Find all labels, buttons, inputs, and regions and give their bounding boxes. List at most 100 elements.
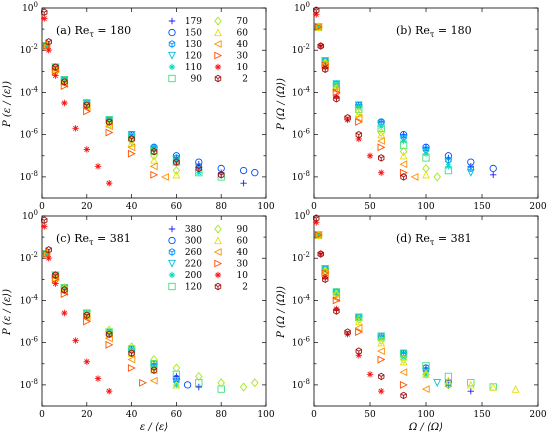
data-point bbox=[399, 355, 408, 365]
data-point bbox=[444, 376, 453, 385]
series-30 bbox=[42, 42, 159, 179]
data-point-inner bbox=[151, 368, 157, 374]
data-point bbox=[489, 382, 498, 391]
data-point bbox=[72, 125, 79, 132]
data-point bbox=[322, 274, 329, 281]
legend-label: 70 bbox=[237, 17, 249, 27]
legend-label: 60 bbox=[237, 237, 249, 247]
data-point bbox=[239, 166, 248, 175]
data-point bbox=[377, 338, 386, 347]
data-point bbox=[378, 123, 385, 130]
y-tick-label: 10-8 bbox=[20, 170, 38, 183]
y-tick-label: 100 bbox=[22, 1, 38, 14]
y-tick-label: 10-4 bbox=[20, 85, 39, 98]
data-point bbox=[378, 335, 385, 342]
chart-marks: 0 20 40 60 80 10010010-210-410-610-8179150130… bbox=[20, 1, 547, 420]
x-tick-label: 40 bbox=[126, 410, 138, 420]
data-point bbox=[399, 380, 408, 389]
series-60 bbox=[42, 41, 181, 179]
legend-marker bbox=[214, 51, 223, 60]
series-179 bbox=[315, 23, 497, 178]
data-point bbox=[94, 163, 102, 170]
ylabel-a: P (ε / ⟨ε⟩) bbox=[2, 81, 13, 128]
legend-label: 10 bbox=[237, 271, 249, 281]
legend-marker bbox=[168, 51, 176, 60]
series-260 bbox=[43, 250, 180, 385]
data-point bbox=[355, 313, 363, 321]
series-150 bbox=[314, 23, 497, 173]
legend-marker bbox=[213, 40, 222, 48]
data-point bbox=[43, 42, 50, 50]
data-point bbox=[399, 160, 408, 169]
x-tick-label: 0 bbox=[39, 410, 45, 420]
legend-label: 200 bbox=[185, 271, 202, 281]
data-point bbox=[43, 250, 50, 258]
series-60 bbox=[42, 249, 181, 389]
x-tick-label: 100 bbox=[257, 410, 274, 420]
data-point-inner bbox=[355, 349, 362, 355]
data-point bbox=[422, 150, 430, 157]
data-point bbox=[172, 170, 181, 179]
data-point bbox=[355, 118, 364, 126]
data-point bbox=[355, 314, 363, 324]
legend-marker bbox=[214, 16, 222, 26]
y-tick-label: 10-4 bbox=[20, 293, 39, 306]
x-tick-label: 100 bbox=[417, 410, 434, 420]
data-point bbox=[399, 357, 408, 366]
data-point bbox=[149, 376, 158, 385]
legend-marker bbox=[168, 63, 176, 71]
x-tick-label: 40 bbox=[126, 202, 138, 212]
data-point bbox=[333, 288, 340, 296]
panel-c-frame bbox=[41, 215, 267, 407]
data-point-inner bbox=[378, 374, 385, 380]
data-point bbox=[314, 231, 323, 239]
data-point bbox=[41, 15, 48, 22]
y-tick-label: 100 bbox=[294, 1, 310, 14]
legend-marker bbox=[214, 28, 222, 37]
data-point bbox=[314, 23, 323, 31]
data-point-inner bbox=[106, 332, 113, 338]
data-point bbox=[355, 105, 363, 113]
legend-marker bbox=[168, 282, 176, 291]
data-point-inner bbox=[61, 79, 68, 86]
legend-marker bbox=[168, 17, 176, 25]
data-point bbox=[332, 296, 341, 305]
data-point bbox=[127, 143, 136, 152]
data-point bbox=[61, 76, 68, 83]
data-point bbox=[400, 137, 407, 145]
series-2 bbox=[41, 8, 225, 179]
legend-marker bbox=[168, 225, 176, 233]
data-point-inner bbox=[313, 216, 320, 222]
data-point bbox=[466, 169, 475, 177]
data-point bbox=[105, 128, 114, 137]
data-point bbox=[400, 354, 407, 361]
x-tick-label: 0 bbox=[39, 202, 45, 212]
series-2 bbox=[313, 214, 407, 400]
y-tick-label: 10-8 bbox=[292, 170, 310, 183]
y-tick-label: 10-4 bbox=[292, 85, 311, 98]
data-point bbox=[183, 381, 192, 389]
series-300 bbox=[42, 250, 192, 389]
legend-label: 40 bbox=[237, 248, 249, 258]
data-point-inner bbox=[52, 273, 59, 279]
data-point bbox=[239, 382, 248, 392]
data-point bbox=[106, 180, 113, 187]
ylabel-d: P (Ω / ⟨Ω⟩) bbox=[276, 286, 287, 339]
series-10 bbox=[313, 219, 385, 395]
data-point bbox=[127, 364, 136, 372]
data-point bbox=[332, 288, 341, 296]
data-point bbox=[313, 219, 320, 226]
data-point bbox=[195, 169, 202, 176]
data-point bbox=[94, 375, 102, 382]
x-tick-label: 100 bbox=[257, 202, 274, 212]
legend-marker bbox=[214, 63, 222, 71]
series-40 bbox=[314, 23, 419, 181]
legend-label: 300 bbox=[185, 237, 202, 247]
legend-label: 10 bbox=[237, 63, 249, 73]
panel-a-frame bbox=[41, 7, 267, 199]
data-point bbox=[42, 41, 51, 50]
data-point bbox=[106, 388, 113, 395]
data-point bbox=[378, 388, 385, 395]
